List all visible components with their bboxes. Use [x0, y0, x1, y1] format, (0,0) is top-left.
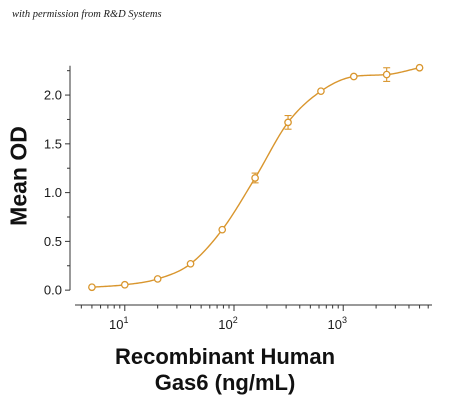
data-marker [120, 280, 129, 289]
credit-text: with permission from R&D Systems [12, 9, 162, 20]
data-marker [317, 87, 325, 96]
data-marker [218, 225, 227, 234]
data-point [251, 172, 259, 184]
data-marker [153, 275, 162, 283]
chart-axes: 0.0 0.5 1.0 1.5 2.0 101 102 103 [44, 65, 432, 332]
chart-marks [88, 63, 424, 292]
data-point [317, 87, 325, 96]
data-point [88, 283, 96, 292]
data-point [120, 280, 129, 289]
data-point [415, 63, 424, 72]
x-axis-label: Recombinant Human Gas6 (ng/mL) [0, 344, 450, 396]
x-axis-label-line2: Gas6 (ng/mL) [154, 370, 296, 395]
data-marker [251, 174, 259, 182]
x-axis-label-line1: Recombinant Human [114, 344, 336, 369]
data-point [218, 225, 227, 234]
data-marker [382, 70, 391, 79]
x-tick-label: 103 [327, 315, 346, 332]
data-marker [415, 63, 424, 72]
x-tick-label: 102 [218, 315, 237, 332]
y-tick-label: 1.0 [44, 185, 62, 200]
data-point [186, 259, 195, 268]
x-tick-label: 101 [109, 315, 128, 332]
data-point [349, 72, 358, 81]
data-point [153, 275, 162, 283]
y-tick-label: 0.0 [44, 283, 62, 298]
data-marker [349, 72, 358, 81]
data-marker [186, 259, 195, 268]
data-point [382, 67, 391, 82]
y-tick-label: 1.5 [44, 136, 62, 151]
y-tick-label: 0.5 [44, 234, 62, 249]
data-point [284, 114, 292, 130]
data-marker [284, 118, 292, 127]
y-tick-label: 2.0 [44, 88, 62, 103]
data-marker [88, 283, 96, 292]
